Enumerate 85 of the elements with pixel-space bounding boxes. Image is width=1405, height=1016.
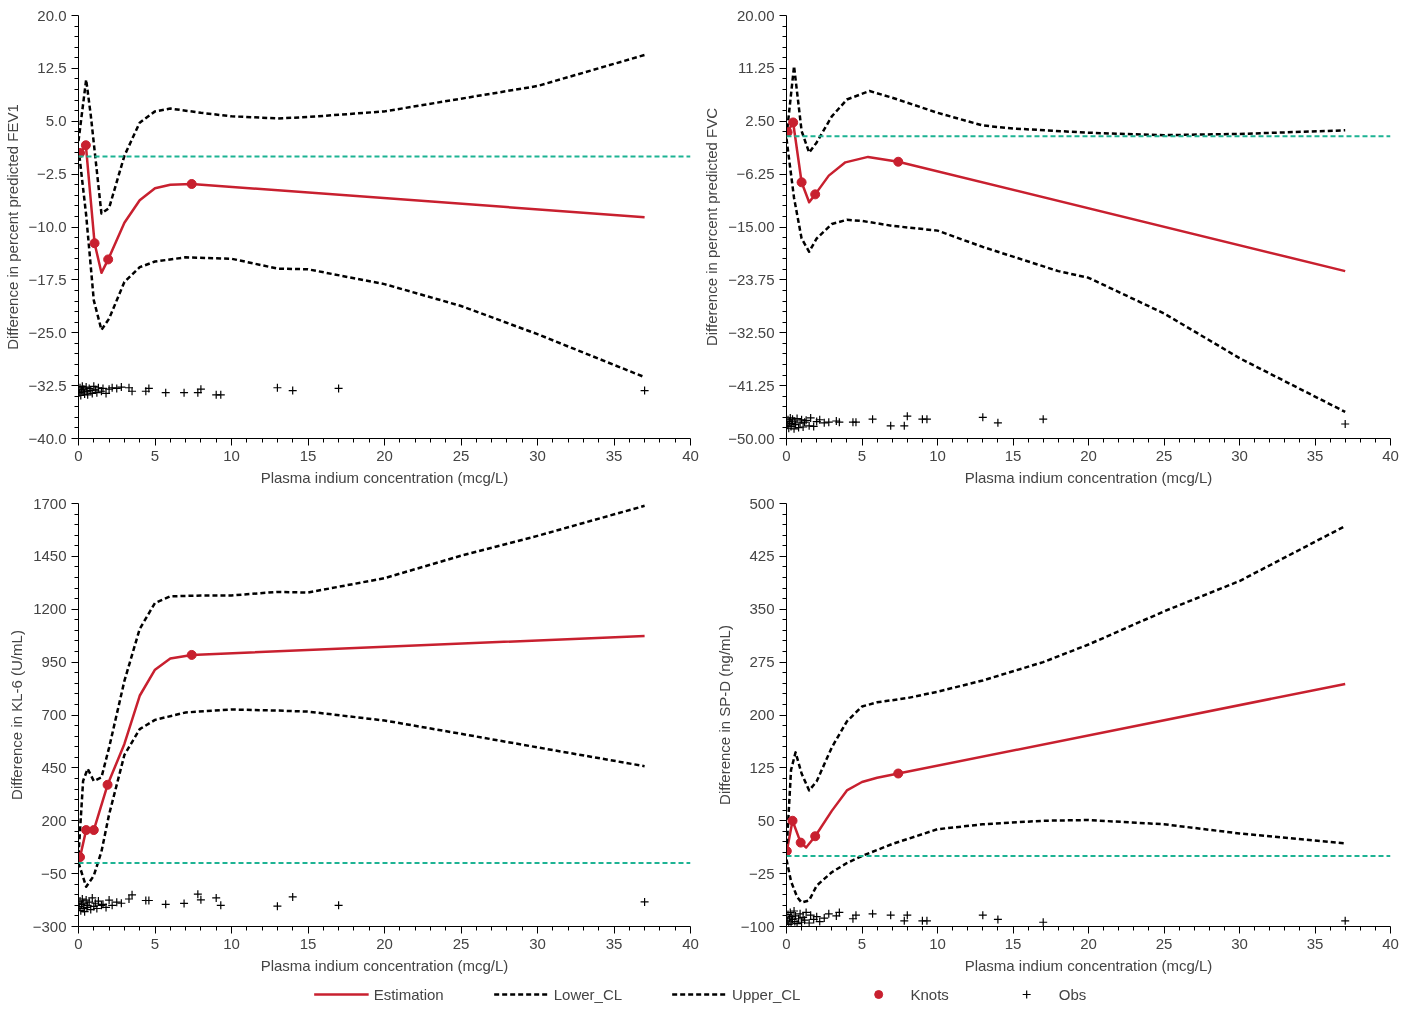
x-tick-label: 5 xyxy=(857,446,867,464)
y-tick-label: −6.25 xyxy=(736,165,775,183)
x-axis-title: Plasma indium concentration (mcg/L) xyxy=(964,468,1213,486)
x-tick-label: 10 xyxy=(223,446,240,464)
x-tick-label: 10 xyxy=(929,934,946,952)
x-tick-label: 25 xyxy=(1155,446,1173,464)
y-tick-label: −41.25 xyxy=(728,376,775,394)
x-tick-label: 40 xyxy=(1382,446,1399,464)
y-tick-label: 450 xyxy=(41,758,67,776)
y-tick-label: 20.0 xyxy=(37,6,67,24)
y-tick-label: 50 xyxy=(757,811,775,829)
x-axis-title: Plasma indium concentration (mcg/L) xyxy=(260,468,509,486)
x-tick-label: 0 xyxy=(782,934,791,952)
y-tick-label: 2.50 xyxy=(745,112,775,130)
x-tick-label: 35 xyxy=(605,446,623,464)
y-tick-label: 425 xyxy=(749,547,775,565)
x-tick-label: 15 xyxy=(1004,934,1022,952)
y-tick-label: 350 xyxy=(749,600,775,618)
y-axis-title: Difference in SP-D (ng/mL) xyxy=(715,625,733,805)
x-tick-label: 5 xyxy=(857,934,867,952)
y-axis-title: Difference in percent predicted FEV1 xyxy=(3,104,21,350)
x-tick-label: 30 xyxy=(529,446,546,464)
x-tick-label: 20 xyxy=(1080,446,1097,464)
y-tick-label: −15.00 xyxy=(728,218,775,235)
y-tick-label: 5.0 xyxy=(45,112,67,130)
x-tick-label: 25 xyxy=(452,446,470,464)
x-axis-title: Plasma indium concentration (mcg/L) xyxy=(260,956,509,974)
x-tick-label: 0 xyxy=(74,446,83,464)
y-tick-label: 200 xyxy=(41,811,67,829)
x-tick-label: 40 xyxy=(1382,934,1399,952)
x-tick-label: 35 xyxy=(1306,446,1324,464)
x-tick-label: 40 xyxy=(682,934,699,952)
x-tick-label: 35 xyxy=(1306,934,1324,952)
y-tick-label: −100 xyxy=(740,917,775,935)
x-tick-label: 0 xyxy=(74,934,83,952)
x-tick-label: 20 xyxy=(376,934,393,952)
x-tick-label: 40 xyxy=(682,446,699,464)
y-tick-label: 11.25 xyxy=(738,59,775,77)
x-axis-title: Plasma indium concentration (mcg/L) xyxy=(964,956,1213,974)
y-tick-label: 1200 xyxy=(33,600,67,618)
y-tick-label: 950 xyxy=(41,653,67,671)
legend-label: Upper_CL xyxy=(732,985,801,1003)
x-tick-label: 10 xyxy=(223,934,240,952)
x-tick-label: 5 xyxy=(150,934,160,952)
y-tick-label: 1450 xyxy=(33,547,67,565)
x-tick-label: 15 xyxy=(299,446,317,464)
y-tick-label: 1700 xyxy=(33,494,67,512)
y-tick-label: −32.50 xyxy=(728,323,775,341)
y-tick-label: −300 xyxy=(32,917,67,935)
x-tick-label: 10 xyxy=(929,446,946,464)
y-tick-label: 500 xyxy=(749,494,775,512)
x-tick-label: 5 xyxy=(150,446,160,464)
y-tick-label: 700 xyxy=(41,706,67,723)
y-tick-label: −32.5 xyxy=(28,376,67,394)
x-tick-label: 15 xyxy=(299,934,317,952)
y-axis-title: Difference in KL-6 (U/mL) xyxy=(7,630,25,800)
y-tick-label: 125 xyxy=(749,758,775,776)
y-tick-label: 12.5 xyxy=(37,59,67,77)
y-tick-label: 200 xyxy=(749,706,775,723)
x-tick-label: 25 xyxy=(452,934,470,952)
x-tick-label: 30 xyxy=(1231,934,1248,952)
y-tick-label: −2.5 xyxy=(36,165,67,183)
x-tick-label: 20 xyxy=(376,446,393,464)
y-tick-label: −10.0 xyxy=(28,218,67,235)
y-tick-label: −23.75 xyxy=(728,270,775,288)
y-tick-label: 275 xyxy=(749,653,775,671)
legend-label: Lower_CL xyxy=(553,985,623,1003)
y-tick-label: −50 xyxy=(41,864,67,882)
y-tick-label: 20.00 xyxy=(736,6,775,24)
x-tick-label: 20 xyxy=(1080,934,1097,952)
y-axis-title: Difference in percent predicted FVC xyxy=(703,107,721,347)
x-tick-label: 35 xyxy=(605,934,623,952)
x-tick-label: 30 xyxy=(529,934,546,952)
x-tick-label: 0 xyxy=(782,446,791,464)
y-tick-label: −17.5 xyxy=(28,270,67,288)
x-tick-label: 15 xyxy=(1004,446,1022,464)
y-tick-label: −50.00 xyxy=(728,429,775,447)
legend-label: Knots xyxy=(910,985,949,1003)
y-tick-label: −25 xyxy=(749,864,775,882)
legend-label: Estimation xyxy=(373,985,444,1003)
y-tick-label: −40.0 xyxy=(28,429,67,447)
y-tick-label: −25.0 xyxy=(28,323,67,341)
legend-label: Obs xyxy=(1058,985,1087,1003)
x-tick-label: 30 xyxy=(1231,446,1248,464)
x-tick-label: 25 xyxy=(1155,934,1173,952)
